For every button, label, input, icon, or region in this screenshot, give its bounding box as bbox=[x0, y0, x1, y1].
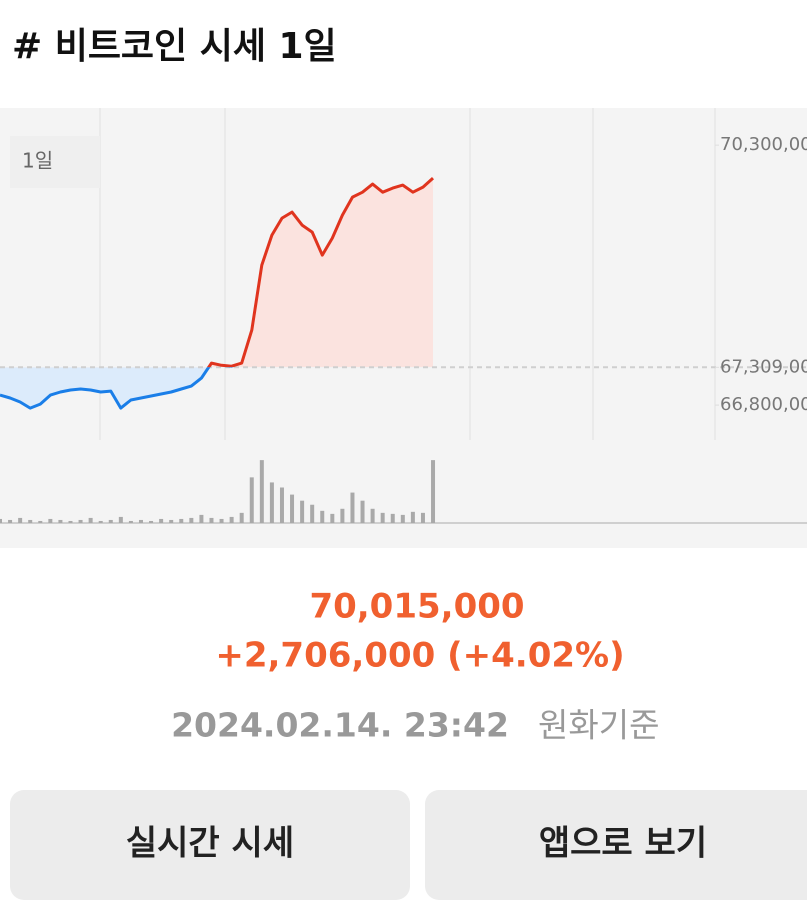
button[interactable]: 앱으로 보기 bbox=[425, 790, 807, 900]
volume-bar bbox=[138, 519, 143, 523]
volume-bar bbox=[290, 494, 295, 523]
volume-bar bbox=[149, 520, 154, 523]
volume-bar bbox=[350, 492, 355, 523]
volume-bar bbox=[249, 477, 254, 523]
volume-bar bbox=[28, 519, 33, 523]
button-label[interactable]: 앱으로 보기 bbox=[539, 824, 707, 864]
volume-bar bbox=[98, 520, 103, 523]
change: +2,706,000 (+4.02%) bbox=[215, 636, 624, 676]
button[interactable]: 실시간 시세 bbox=[10, 790, 410, 900]
volume-bar bbox=[38, 520, 43, 523]
line-up bbox=[206, 176, 435, 368]
currency-note: 원화기준 bbox=[538, 706, 659, 745]
volume-bar bbox=[229, 516, 234, 523]
volume-bar bbox=[68, 520, 73, 523]
area-down bbox=[0, 367, 434, 409]
volume-bar bbox=[431, 460, 436, 523]
volume-bar bbox=[330, 513, 335, 523]
volume-bar bbox=[410, 511, 415, 523]
y-tick-label: 70,300,000 bbox=[720, 134, 807, 155]
title: # 비트코인 시세 1일 bbox=[12, 26, 337, 67]
volume-bar bbox=[219, 518, 224, 523]
volume-bar bbox=[169, 519, 174, 523]
line-down bbox=[0, 367, 234, 410]
volume-bar bbox=[420, 512, 425, 523]
volume-bar bbox=[108, 519, 113, 523]
button-bg bbox=[10, 790, 410, 900]
volume-bar bbox=[159, 518, 164, 523]
y-tick-label: 66,800,000 bbox=[720, 394, 807, 415]
volume-bar bbox=[380, 512, 385, 523]
button-label[interactable]: 실시간 시세 bbox=[126, 824, 294, 864]
price: 70,015,000 bbox=[309, 587, 524, 627]
area-up bbox=[208, 178, 434, 368]
volume-bar bbox=[118, 516, 123, 523]
volume-bar bbox=[370, 508, 375, 523]
volume-bar bbox=[310, 504, 315, 523]
volume-bar bbox=[209, 517, 214, 523]
volume-bar bbox=[88, 517, 93, 523]
volume-bar bbox=[300, 500, 305, 523]
period-label: 1일 bbox=[22, 149, 53, 173]
volume-bar bbox=[340, 508, 345, 523]
volume-bar bbox=[78, 519, 83, 523]
volume-bar bbox=[390, 513, 395, 523]
volume-bar bbox=[58, 519, 63, 523]
volume-bar bbox=[8, 519, 13, 523]
volume-bar bbox=[239, 512, 244, 523]
volume-bar bbox=[189, 517, 194, 523]
timestamp: 2024.02.14. 23:42 bbox=[171, 706, 509, 745]
volume-bar bbox=[179, 518, 184, 523]
period-box bbox=[10, 136, 100, 188]
volume-bar bbox=[199, 514, 204, 523]
volume-bar bbox=[18, 517, 23, 523]
volume-bar bbox=[128, 520, 133, 523]
button-bg bbox=[425, 790, 807, 900]
volume-bar bbox=[48, 518, 53, 523]
volume-bar bbox=[279, 487, 284, 523]
volume-bar bbox=[0, 518, 2, 523]
volume-bar bbox=[360, 500, 365, 523]
volume-bar bbox=[320, 510, 325, 523]
volume-bar bbox=[269, 482, 274, 523]
volume-bar bbox=[400, 514, 405, 523]
y-tick-label: 67,309,000 bbox=[720, 356, 807, 377]
volume-bar bbox=[259, 460, 264, 523]
